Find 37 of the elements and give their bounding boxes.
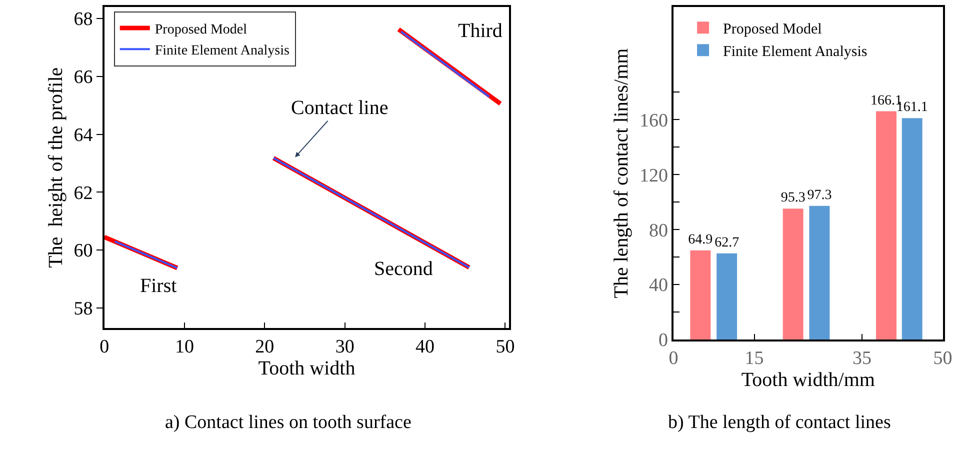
y-tick-label: 66 [74, 67, 93, 88]
data-label: 97.3 [807, 188, 832, 203]
data-label: 64.9 [688, 232, 713, 248]
data-label: 62.7 [714, 235, 740, 250]
x-tick-label: 15 [744, 348, 764, 370]
y-tick-label: 160 [639, 110, 668, 132]
y-tick-label: 62 [74, 182, 93, 204]
x-tick-label: 30 [335, 336, 354, 358]
legend-label: Proposed Model [154, 22, 248, 38]
x-tick-label: 10 [175, 336, 194, 358]
annotation: Contact line [291, 97, 388, 119]
annotation: First [140, 275, 178, 297]
x-tick-label: 50 [933, 348, 952, 370]
y-tick-label: 40 [648, 275, 668, 296]
x-tick-label: 35 [852, 348, 872, 370]
x-tick-label: 50 [496, 336, 515, 358]
x-axis-title: Tooth width/mm [741, 369, 876, 392]
text: b) The length of contact lines [668, 412, 891, 433]
x-axis-title: Tooth width [258, 358, 356, 380]
y-tick-label: 80 [648, 220, 668, 242]
legend-label: Finite Element Analysis [154, 44, 290, 59]
y-tick-label: 120 [639, 165, 668, 186]
data-label: 95.3 [780, 190, 806, 206]
y-tick-label: 58 [74, 298, 93, 320]
annotation: Second [374, 258, 433, 280]
y-tick-label: 64 [74, 124, 94, 146]
text: a) Contact lines on tooth surface [165, 412, 412, 433]
y-tick-label: 68 [74, 9, 93, 30]
y-tick-label: 60 [74, 240, 93, 262]
x-tick-label: 40 [416, 336, 435, 358]
legend-label: Proposed Model [723, 21, 822, 38]
x-tick-label: 0 [100, 336, 110, 358]
x-tick-label: 20 [255, 336, 274, 358]
annotation: Third [458, 20, 502, 42]
y-axis-title: The length of contact lines/mm [610, 48, 632, 298]
y-axis-title: The height of the profile [44, 67, 67, 268]
legend-label: Finite Element Analysis [723, 44, 868, 60]
